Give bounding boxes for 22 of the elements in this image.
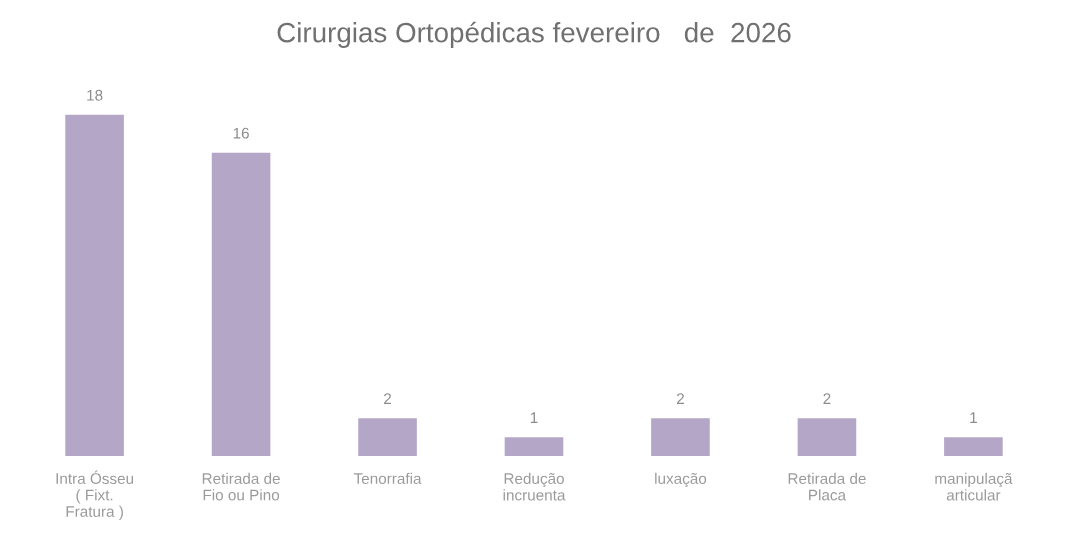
data-label: 1 — [970, 412, 977, 423]
x-tick-label: Retirada de Fio ou Pino — [202, 472, 280, 501]
chart-title: Cirurgias Ortopédicas fevereiro de 2026 — [277, 21, 791, 48]
bar — [358, 418, 417, 457]
bar — [65, 114, 124, 457]
data-label: 16 — [233, 127, 249, 139]
x-tick-label: Tenorrafia — [353, 472, 422, 485]
x-tick-label: luxação — [655, 472, 707, 488]
data-label: 1 — [530, 412, 538, 423]
data-label: 2 — [384, 393, 392, 404]
data-label: 18 — [87, 89, 103, 101]
bar — [651, 418, 710, 457]
bar — [944, 437, 1003, 457]
x-tick-label: Retirada de Placa — [788, 472, 866, 501]
data-label: 2 — [676, 393, 684, 404]
data-label: 2 — [823, 393, 831, 404]
x-tick-label: manipulaçã articular — [935, 472, 1013, 501]
bar — [504, 437, 564, 457]
bar — [211, 152, 271, 457]
bar — [797, 418, 857, 457]
x-tick-label: Redução incruenta — [503, 472, 566, 501]
x-tick-label: Intra Ósseu ( Fixt. Fratura ) — [56, 470, 134, 520]
